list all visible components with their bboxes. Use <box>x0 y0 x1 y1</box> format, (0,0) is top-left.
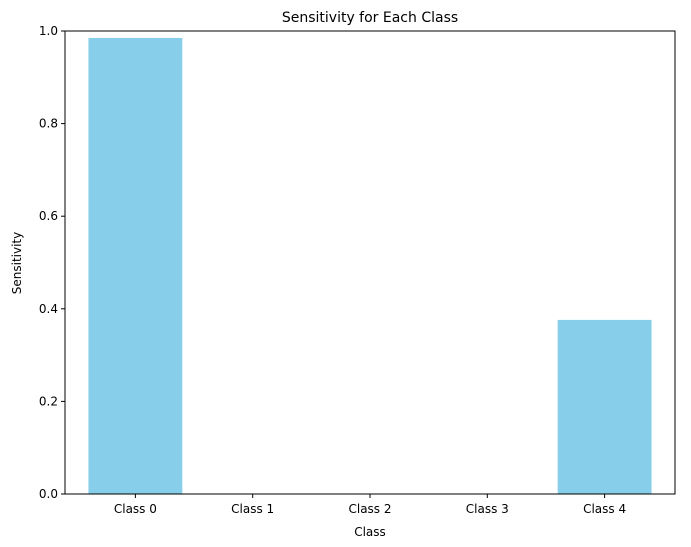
y-tick-label: 0.2 <box>39 394 58 408</box>
y-axis-label: Sensitivity <box>10 232 24 294</box>
chart-title: Sensitivity for Each Class <box>282 10 458 26</box>
x-axis-label: Class <box>354 525 386 539</box>
y-tick-label: 0.4 <box>39 302 58 316</box>
bar-class-0 <box>88 37 183 494</box>
bars-group <box>88 37 652 494</box>
x-axis: Class 0 Class 1 Class 2 Class 3 Class 4 <box>114 494 626 516</box>
y-tick-label: 0.0 <box>39 487 58 501</box>
x-tick-label: Class 1 <box>231 502 274 516</box>
y-tick-label: 0.6 <box>39 209 58 223</box>
x-tick-label: Class 2 <box>348 502 391 516</box>
y-axis: 0.0 0.2 0.4 0.6 0.8 1.0 <box>39 24 65 501</box>
x-tick-label: Class 4 <box>583 502 626 516</box>
y-tick-label: 1.0 <box>39 24 58 38</box>
y-tick-label: 0.8 <box>39 117 58 131</box>
x-tick-label: Class 3 <box>466 502 509 516</box>
x-tick-label: Class 0 <box>114 502 157 516</box>
bar-class-4 <box>557 319 652 494</box>
